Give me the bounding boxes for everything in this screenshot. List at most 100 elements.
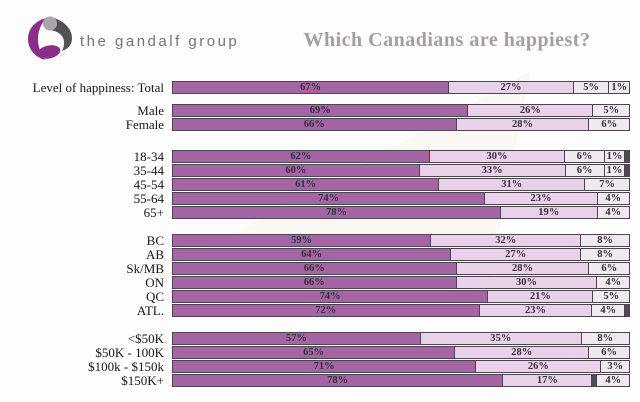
segment-value-label: 67% <box>300 82 322 93</box>
stacked-bar: 71% 26% 3% <box>172 360 631 373</box>
segment-value-label: 30% <box>515 277 537 288</box>
bar-segment-pale: 1% <box>603 150 626 163</box>
stacked-bar: 64% 27% 8% <box>172 248 630 261</box>
bar-segment-light: 26% <box>475 360 602 373</box>
chart-row: ATL. 72% 23% 4% <box>0 304 640 318</box>
group-spacer <box>0 220 640 234</box>
bar-segment-dark: 61% <box>172 178 440 191</box>
chart-row: 18-34 62% 30% 6% 1% <box>0 150 640 164</box>
segment-value-label: 35% <box>490 333 512 344</box>
bar-segment-light: 28% <box>455 118 590 131</box>
row-label: ATL. <box>136 303 164 318</box>
chart-row: Level of happiness: Total 67% 27% 5% 1% <box>0 81 640 95</box>
segment-value-label: 4% <box>605 193 622 204</box>
stacked-bar: 78% 19% 4% <box>172 206 630 219</box>
chart-row: Sk/MB 66% 28% 6% <box>0 262 640 276</box>
bar-segment-pale: 6% <box>564 150 605 163</box>
bar-segment-light: 17% <box>502 374 593 387</box>
bar-segment-dark: 65% <box>172 346 456 359</box>
row-label: $50K - 100K <box>95 345 164 360</box>
bar-segment-light: 23% <box>484 192 598 205</box>
bar-segment-pale: 3% <box>600 360 631 373</box>
stacked-bar: 62% 30% 6% 1% <box>172 150 630 163</box>
chart-row: BC 59% 32% 8% <box>0 234 640 248</box>
stacked-bar: 74% 21% 5% <box>172 290 630 303</box>
segment-value-label: 7% <box>599 179 615 190</box>
bar-segment-light: 27% <box>448 81 574 94</box>
segment-value-label: 5% <box>583 82 599 93</box>
chart-row: Female 66% 28% 6% <box>0 118 640 132</box>
bar-segment-light: 32% <box>430 234 582 247</box>
segment-value-label: 57% <box>285 333 307 344</box>
segment-value-label: 78% <box>326 207 347 218</box>
bar-segment-dark: 71% <box>172 360 477 373</box>
bar-segment-pale: 5% <box>572 81 610 94</box>
row-label: ON <box>145 275 164 290</box>
bar-segment-dark: 66% <box>172 262 457 275</box>
segment-value-label: 59% <box>291 235 313 246</box>
segment-value-label: 4% <box>600 305 617 316</box>
bar-segment-dark: 59% <box>172 234 432 247</box>
chart-row: 55-64 74% 23% 4% <box>0 192 640 206</box>
stacked-bar: 61% 31% 7% <box>172 178 630 191</box>
bar-segment-light: 28% <box>455 262 590 275</box>
segment-value-label: 1% <box>606 151 623 162</box>
stacked-bar: 72% 23% 4% <box>172 304 630 317</box>
segment-value-label: 32% <box>495 235 517 246</box>
bar-segment-pale: 6% <box>588 346 631 359</box>
bar-segment-pale: 7% <box>584 178 630 191</box>
segment-value-label: 61% <box>295 179 317 190</box>
bar-segment-pale: 5% <box>592 290 630 303</box>
segment-value-label: 6% <box>601 347 617 358</box>
bar-segment-dark: 64% <box>172 248 452 261</box>
row-label: Male <box>137 103 164 118</box>
row-label: <$50K <box>127 331 164 346</box>
segment-value-label: 72% <box>315 305 337 316</box>
group-spacer <box>0 132 640 150</box>
bar-segment-light: 28% <box>454 346 590 359</box>
chart-row: QC 74% 21% 5% <box>0 290 640 304</box>
segment-value-label: 66% <box>303 119 325 130</box>
bar-segment-pale: 6% <box>588 118 631 131</box>
row-label: $100k - $150k <box>88 359 164 374</box>
row-label: 18-34 <box>133 149 164 164</box>
chart-row: 35-44 60% 33% 6% 1% <box>0 164 640 178</box>
segment-value-label: 33% <box>481 165 503 176</box>
gandalf-group-logo-icon <box>28 16 72 60</box>
chart-row: $150K+ 78% 17% 4% <box>0 374 640 388</box>
bar-segment-pale: 4% <box>596 276 630 289</box>
segment-value-label: 27% <box>500 82 522 93</box>
stacked-bar: 66% 28% 6% <box>172 262 631 275</box>
stacked-bar: 67% 27% 5% 1% <box>172 81 630 94</box>
row-label: BC <box>146 233 164 248</box>
chart-group: Level of happiness: Total 67% 27% 5% 1% <box>0 81 640 95</box>
page-title: Which Canadians are happiest? <box>303 29 591 51</box>
bar-segment-pale: 8% <box>580 248 630 261</box>
bar-segment-dark: 66% <box>172 118 457 131</box>
bar-segment-pale: 4% <box>596 206 630 219</box>
group-spacer <box>0 95 640 104</box>
segment-value-label: 8% <box>597 333 614 344</box>
segment-value-label: 28% <box>512 263 533 274</box>
segment-value-label: 6% <box>576 165 593 176</box>
bar-segment-dark: 72% <box>172 304 480 317</box>
row-label: Level of happiness: Total <box>32 80 164 95</box>
segment-value-label: 60% <box>285 165 307 176</box>
segment-value-label: 71% <box>313 361 335 372</box>
bar-segment-pale: 8% <box>580 234 630 247</box>
bar-segment-pale: 1% <box>608 81 630 94</box>
segment-value-label: 74% <box>318 193 340 204</box>
stacked-bar: 66% 30% 4% <box>172 276 630 289</box>
segment-value-label: 65% <box>303 347 325 358</box>
bar-segment-pale: 6% <box>588 262 631 275</box>
segment-value-label: 30% <box>486 151 508 162</box>
segment-value-label: 5% <box>603 105 620 116</box>
group-spacer <box>0 318 640 332</box>
stacked-bar-chart: Level of happiness: Total 67% 27% 5% 1% Male 6… <box>0 81 640 388</box>
bar-segment-pale: 4% <box>596 374 630 387</box>
bar-segment-dark: 69% <box>172 104 469 117</box>
chart-row: Male 69% 26% 5% <box>0 104 640 118</box>
bar-segment-dark: 66% <box>172 276 457 289</box>
chart-row: ON 66% 30% 4% <box>0 276 640 290</box>
